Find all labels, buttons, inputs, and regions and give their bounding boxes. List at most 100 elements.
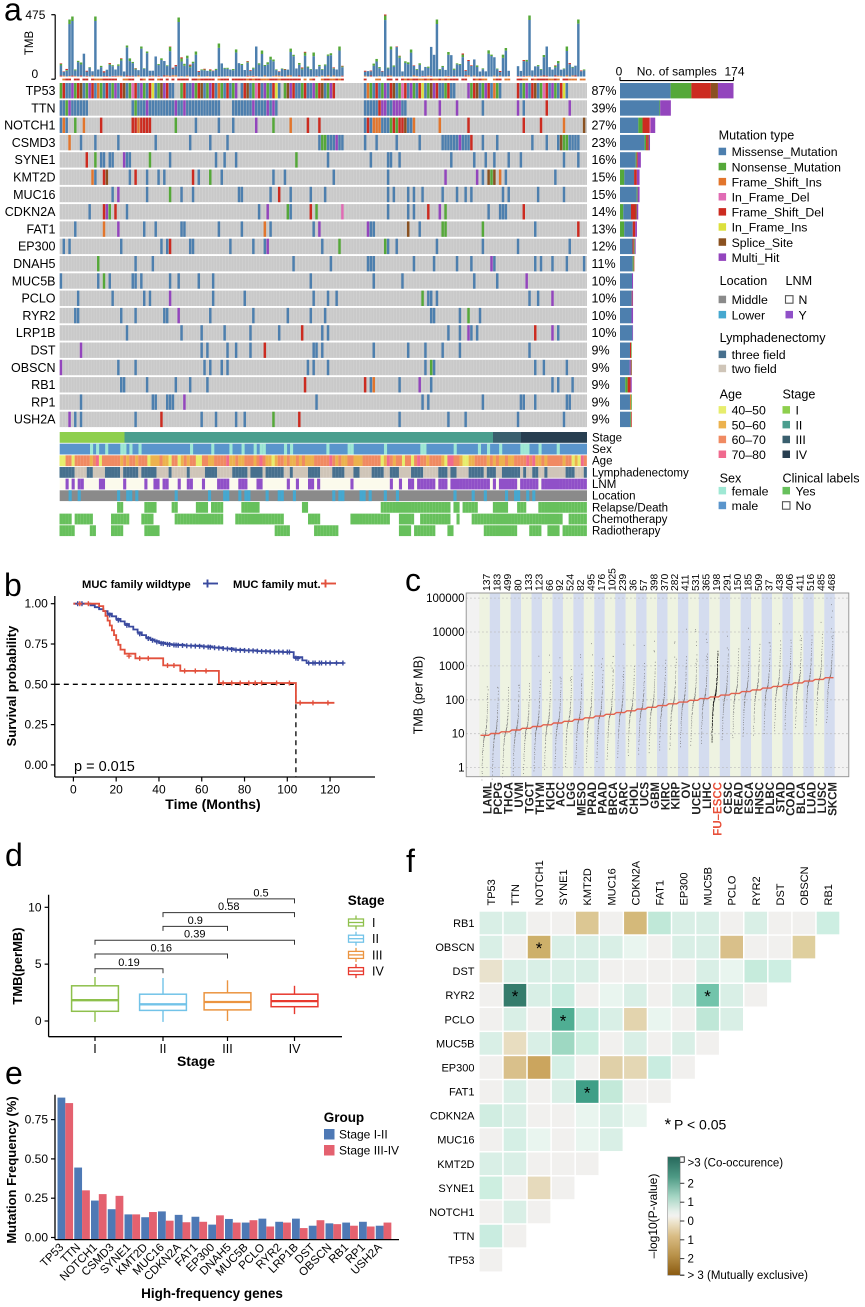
svg-text:In_Frame_Ins: In_Frame_Ins: [732, 221, 808, 235]
svg-text:524: 524: [566, 574, 577, 591]
svg-text:11%: 11%: [592, 257, 616, 271]
svg-text:female: female: [732, 484, 769, 498]
svg-text:Nonsense_Mutation: Nonsense_Mutation: [732, 160, 842, 174]
svg-text:FU–ESCC: FU–ESCC: [713, 782, 725, 836]
svg-text:Sex: Sex: [592, 444, 612, 456]
svg-text:Stage III-IV: Stage III-IV: [339, 1144, 399, 1158]
svg-text:57: 57: [639, 579, 650, 591]
svg-text:SYNE1: SYNE1: [438, 1183, 474, 1195]
svg-text:Stage I-II: Stage I-II: [339, 1128, 388, 1142]
svg-text:NOTCH1: NOTCH1: [4, 119, 55, 133]
svg-text:Survival probability: Survival probability: [4, 625, 19, 746]
svg-text:COAD: COAD: [786, 782, 798, 816]
svg-text:MUC family mut.: MUC family mut.: [233, 579, 321, 591]
svg-text:KIRC: KIRC: [660, 782, 672, 810]
svg-text:USH2A: USH2A: [14, 413, 56, 427]
svg-text:60–70: 60–70: [732, 433, 766, 447]
svg-text:0: 0: [616, 65, 623, 79]
svg-text:READ: READ: [733, 782, 745, 815]
svg-text:*: *: [704, 987, 711, 1006]
svg-text:0.25: 0.25: [25, 1191, 49, 1205]
svg-text:0: 0: [31, 67, 38, 81]
svg-text:b: b: [4, 567, 22, 603]
svg-text:FAT1: FAT1: [27, 222, 56, 236]
svg-text:CESC: CESC: [723, 782, 735, 814]
svg-text:RYR2: RYR2: [22, 309, 55, 323]
svg-text:TTN: TTN: [31, 101, 55, 115]
svg-text:NOTCH1: NOTCH1: [534, 860, 546, 905]
svg-text:92: 92: [555, 579, 566, 591]
svg-text:EP300: EP300: [441, 1062, 474, 1074]
svg-text:Clinical labels: Clinical labels: [783, 472, 860, 486]
svg-text:*: *: [665, 1115, 672, 1134]
svg-text:I: I: [796, 404, 799, 418]
svg-text:0.75: 0.75: [25, 1113, 49, 1127]
svg-text:BRCA: BRCA: [608, 782, 620, 815]
svg-text:10: 10: [452, 729, 465, 741]
svg-text:c: c: [405, 562, 421, 598]
svg-text:120: 120: [320, 783, 340, 797]
svg-text:1.00: 1.00: [24, 597, 48, 611]
svg-text:1: 1: [688, 1235, 694, 1247]
svg-text:282: 282: [670, 574, 681, 591]
svg-text:UVM: UVM: [514, 782, 526, 808]
svg-text:KMT2D: KMT2D: [582, 868, 594, 905]
svg-text:FAT1: FAT1: [655, 880, 667, 905]
svg-text:137: 137: [482, 574, 493, 591]
svg-text:Time (Months): Time (Months): [165, 796, 260, 812]
svg-text:0: 0: [35, 1014, 42, 1028]
svg-text:123: 123: [534, 574, 545, 591]
svg-text:d: d: [5, 837, 23, 873]
svg-text:P < 0.05: P < 0.05: [674, 1117, 727, 1133]
svg-text:ESCA: ESCA: [744, 782, 756, 814]
svg-text:5: 5: [35, 957, 42, 971]
svg-text:PCLO: PCLO: [727, 875, 739, 905]
svg-text:10000: 10000: [433, 627, 465, 639]
svg-text:174: 174: [724, 65, 744, 79]
svg-text:PCLO: PCLO: [21, 292, 55, 306]
svg-text:KICH: KICH: [545, 782, 557, 810]
svg-text:LNM: LNM: [592, 479, 616, 491]
svg-text:High-frequency genes: High-frequency genes: [141, 1286, 283, 1301]
svg-text:DST: DST: [775, 883, 787, 905]
svg-text:411: 411: [681, 574, 692, 591]
svg-text:Lower: Lower: [732, 308, 766, 322]
svg-text:f: f: [406, 843, 415, 879]
svg-text:398: 398: [649, 574, 660, 591]
svg-text:DST: DST: [31, 344, 56, 358]
svg-text:12%: 12%: [592, 240, 617, 254]
svg-text:TGCT: TGCT: [524, 782, 536, 813]
svg-text:9%: 9%: [592, 413, 610, 427]
svg-text:9%: 9%: [592, 361, 610, 375]
svg-text:291: 291: [723, 574, 734, 591]
svg-text:III: III: [222, 1042, 232, 1056]
svg-text:Y: Y: [799, 308, 807, 322]
svg-text:531: 531: [691, 574, 702, 591]
svg-text:40–50: 40–50: [732, 404, 766, 418]
svg-text:Stage: Stage: [783, 388, 816, 402]
svg-text:NOTCH1: NOTCH1: [429, 1207, 474, 1219]
svg-text:10%: 10%: [592, 274, 617, 288]
svg-text:438: 438: [775, 574, 786, 591]
svg-text:In_Frame_Del: In_Frame_Del: [732, 191, 810, 205]
svg-text:0.00: 0.00: [25, 1231, 49, 1245]
svg-text:Frame_Shift_Ins: Frame_Shift_Ins: [732, 175, 822, 189]
svg-text:0.58: 0.58: [218, 901, 239, 913]
svg-text:10%: 10%: [592, 292, 617, 306]
svg-text:20: 20: [110, 783, 124, 797]
svg-text:CDKN2A: CDKN2A: [430, 1111, 475, 1123]
svg-text:13%: 13%: [592, 222, 617, 236]
svg-text:ACC: ACC: [556, 782, 568, 807]
svg-text:70–80: 70–80: [732, 448, 766, 462]
svg-text:LUSC: LUSC: [817, 782, 829, 813]
svg-text:Lymphadenectomy: Lymphadenectomy: [592, 467, 689, 479]
svg-text:II: II: [796, 418, 803, 432]
svg-text:100000: 100000: [426, 593, 464, 605]
svg-text:15%: 15%: [592, 188, 617, 202]
svg-text:GBM: GBM: [650, 782, 662, 809]
svg-text:80: 80: [238, 783, 252, 797]
svg-text:82: 82: [576, 579, 587, 591]
svg-text:23%: 23%: [592, 136, 617, 150]
svg-text:TTN: TTN: [510, 884, 522, 905]
svg-text:TMB: TMB: [24, 31, 36, 56]
